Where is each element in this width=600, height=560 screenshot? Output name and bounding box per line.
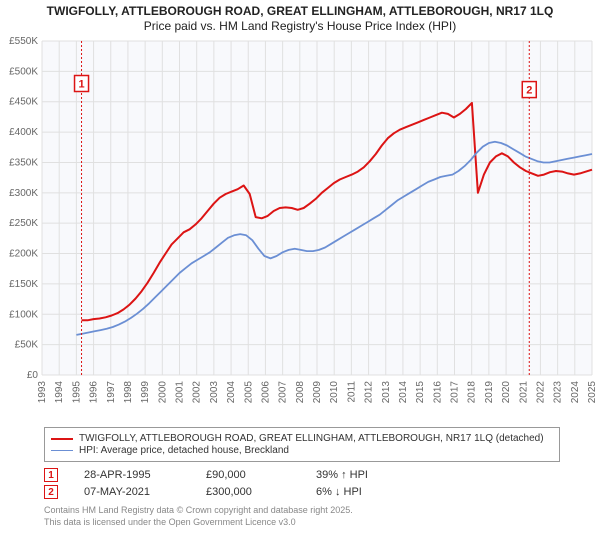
transaction-marker: 1 (44, 468, 58, 482)
transaction-price: £90,000 (206, 469, 290, 481)
transaction-marker: 2 (44, 485, 58, 499)
svg-text:2003: 2003 (209, 381, 220, 404)
svg-text:2018: 2018 (467, 381, 478, 404)
legend-label: TWIGFOLLY, ATTLEBOROUGH ROAD, GREAT ELLI… (79, 433, 544, 444)
svg-text:2020: 2020 (501, 381, 512, 404)
svg-text:£100K: £100K (9, 309, 38, 320)
chart-svg: £0 £50K £100K £150K £200K £250K £300K £350K £400… (2, 35, 598, 425)
svg-text:2005: 2005 (243, 381, 254, 404)
price-chart: £0 £50K £100K £150K £200K £250K £300K £350K £400… (2, 35, 598, 425)
svg-text:1997: 1997 (106, 381, 117, 404)
legend-swatch (51, 450, 73, 451)
legend: TWIGFOLLY, ATTLEBOROUGH ROAD, GREAT ELLI… (44, 427, 560, 462)
svg-text:2009: 2009 (312, 381, 323, 404)
svg-text:£50K: £50K (15, 340, 39, 351)
svg-text:2008: 2008 (295, 381, 306, 404)
svg-text:£400K: £400K (9, 127, 38, 138)
transaction-date: 07-MAY-2021 (84, 486, 180, 498)
transaction-row: 1 28-APR-1995 £90,000 39% ↑ HPI (44, 468, 560, 482)
svg-text:£500K: £500K (9, 66, 38, 77)
chart-footer: TWIGFOLLY, ATTLEBOROUGH ROAD, GREAT ELLI… (0, 427, 600, 532)
svg-text:2000: 2000 (157, 381, 168, 404)
chart-subtitle: Price paid vs. HM Land Registry's House … (10, 19, 590, 33)
chart-title-address: TWIGFOLLY, ATTLEBOROUGH ROAD, GREAT ELLI… (10, 4, 590, 18)
svg-text:£550K: £550K (9, 36, 38, 47)
svg-text:2022: 2022 (535, 381, 546, 404)
svg-text:2006: 2006 (260, 381, 271, 404)
legend-swatch (51, 438, 73, 440)
svg-text:1993: 1993 (37, 381, 48, 404)
svg-text:1999: 1999 (140, 381, 151, 404)
svg-text:1995: 1995 (71, 381, 82, 404)
transaction-date: 28-APR-1995 (84, 469, 180, 481)
svg-text:2012: 2012 (364, 381, 375, 404)
svg-text:£250K: £250K (9, 218, 38, 229)
svg-text:2007: 2007 (278, 381, 289, 404)
svg-text:2010: 2010 (329, 381, 340, 404)
svg-text:2016: 2016 (432, 381, 443, 404)
svg-text:£0: £0 (27, 370, 39, 381)
legend-row-price-paid: TWIGFOLLY, ATTLEBOROUGH ROAD, GREAT ELLI… (51, 433, 553, 444)
transaction-delta: 39% ↑ HPI (316, 469, 406, 481)
transaction-delta: 6% ↓ HPI (316, 486, 406, 498)
license-line2: This data is licensed under the Open Gov… (44, 517, 560, 529)
svg-text:2004: 2004 (226, 381, 237, 404)
svg-text:2024: 2024 (570, 381, 581, 404)
legend-label: HPI: Average price, detached house, Brec… (79, 445, 289, 456)
svg-text:1996: 1996 (89, 381, 100, 404)
svg-text:2017: 2017 (450, 381, 461, 404)
svg-text:1994: 1994 (54, 381, 65, 404)
svg-text:2: 2 (526, 85, 532, 97)
transactions-table: 1 28-APR-1995 £90,000 39% ↑ HPI 2 07-MAY… (44, 468, 560, 499)
svg-text:2011: 2011 (346, 381, 357, 403)
svg-text:£200K: £200K (9, 249, 38, 260)
transaction-price: £300,000 (206, 486, 290, 498)
svg-text:2002: 2002 (192, 381, 203, 404)
svg-text:2025: 2025 (587, 381, 598, 404)
license-text: Contains HM Land Registry data © Crown c… (44, 505, 560, 528)
svg-text:2013: 2013 (381, 381, 392, 404)
license-line1: Contains HM Land Registry data © Crown c… (44, 505, 560, 517)
svg-text:1: 1 (78, 79, 84, 91)
legend-row-hpi: HPI: Average price, detached house, Brec… (51, 445, 553, 456)
svg-text:2023: 2023 (553, 381, 564, 404)
chart-header: TWIGFOLLY, ATTLEBOROUGH ROAD, GREAT ELLI… (0, 0, 600, 35)
transaction-row: 2 07-MAY-2021 £300,000 6% ↓ HPI (44, 485, 560, 499)
svg-text:£300K: £300K (9, 188, 38, 199)
svg-text:2014: 2014 (398, 381, 409, 404)
svg-text:£150K: £150K (9, 279, 38, 290)
svg-text:2019: 2019 (484, 381, 495, 404)
svg-text:2021: 2021 (518, 381, 529, 404)
svg-text:£450K: £450K (9, 97, 38, 108)
svg-text:2001: 2001 (175, 381, 186, 404)
svg-text:1998: 1998 (123, 381, 134, 404)
svg-text:£350K: £350K (9, 157, 38, 168)
svg-text:2015: 2015 (415, 381, 426, 404)
